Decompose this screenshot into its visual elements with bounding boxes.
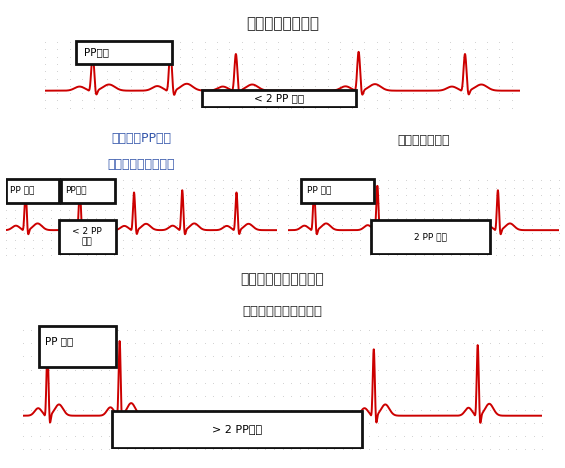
Text: 小于窦性PP间距: 小于窦性PP间距 (111, 132, 171, 145)
Text: 长于完全性代偿间期歇: 长于完全性代偿间期歇 (241, 272, 324, 286)
Bar (59, 220, 116, 254)
Bar (371, 220, 490, 254)
Bar (112, 411, 362, 447)
Bar (39, 326, 116, 367)
Text: 完全性代偿间歇: 完全性代偿间歇 (398, 134, 450, 147)
Text: 不完全性代偿间歇: 不完全性代偿间歇 (246, 16, 319, 31)
Bar (76, 41, 172, 64)
Bar (61, 179, 115, 203)
Text: 2 PP 间期: 2 PP 间期 (414, 233, 447, 241)
Text: PP 间期: PP 间期 (307, 185, 332, 194)
Text: > 2 PP间期: > 2 PP间期 (212, 424, 262, 434)
Text: （可能为窦房结病变）: （可能为窦房结病变） (242, 305, 323, 318)
Text: PP间期: PP间期 (66, 185, 87, 194)
Text: （窦房结节律重置）: （窦房结节律重置） (107, 158, 175, 171)
Text: PP 间期: PP 间期 (10, 185, 34, 194)
Text: PP 间期: PP 间期 (45, 336, 73, 346)
Text: < 2 PP 间期: < 2 PP 间期 (254, 93, 305, 103)
Bar (301, 179, 373, 203)
Text: < 2 PP
间期: < 2 PP 间期 (72, 227, 102, 247)
Bar (6, 179, 59, 203)
Bar (202, 90, 356, 107)
Text: PP间期: PP间期 (84, 47, 109, 57)
